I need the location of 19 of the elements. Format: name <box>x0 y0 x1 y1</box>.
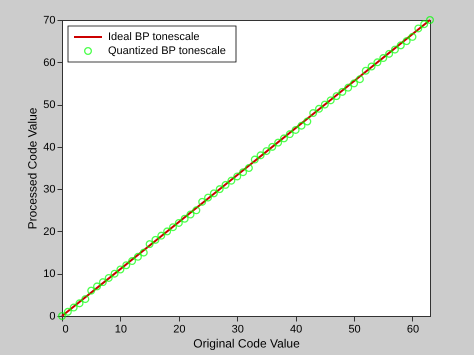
y-tick-label: 30 <box>43 184 56 196</box>
y-tick-label: 10 <box>43 268 56 280</box>
x-tick-label: 60 <box>406 324 420 336</box>
x-tick-label: 50 <box>348 324 361 336</box>
legend-label: Quantized BP tonescale <box>108 45 226 57</box>
x-axis-title: Original Code Value <box>193 336 300 350</box>
x-tick-label: 40 <box>290 324 302 336</box>
x-tick-label: 20 <box>173 324 186 336</box>
y-tick-label: 70 <box>43 14 56 26</box>
legend-label: Ideal BP tonescale <box>108 31 200 43</box>
y-tick-label: 60 <box>43 56 56 69</box>
y-tick-label: 50 <box>43 99 56 112</box>
x-tick-label: 10 <box>114 324 128 336</box>
x-tick-label: 0 <box>62 324 69 336</box>
y-tick-label: 40 <box>43 141 56 154</box>
y-tick-label: 0 <box>49 310 56 322</box>
y-axis-title: Processed Code Value <box>25 107 40 230</box>
y-tick-label: 20 <box>43 226 56 238</box>
x-tick-label: 30 <box>232 324 244 336</box>
